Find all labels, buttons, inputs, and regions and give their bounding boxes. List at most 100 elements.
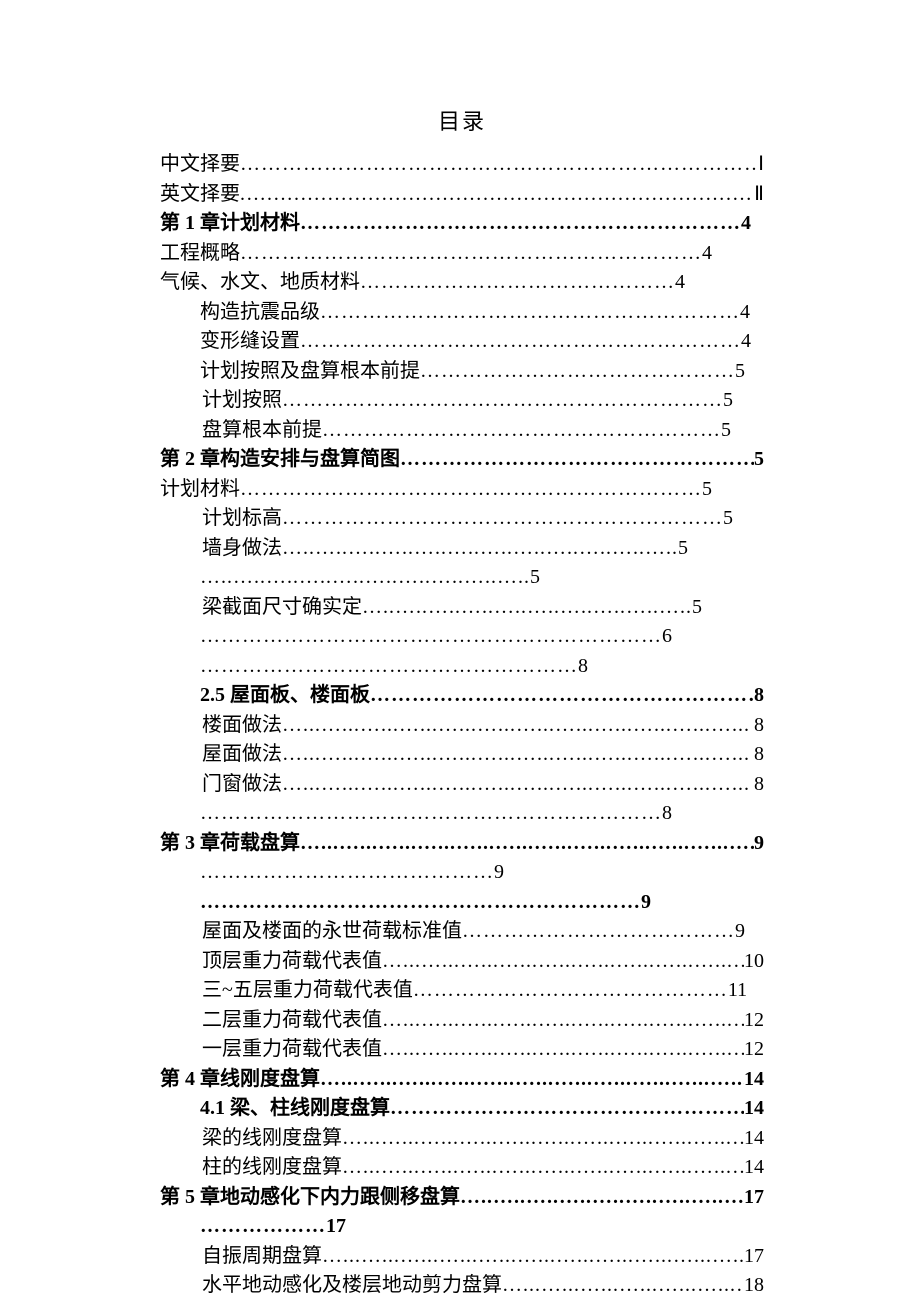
toc-entry-label: 梁的线刚度盘算: [202, 1124, 342, 1154]
toc-entry: 变形缝设置………………………………………………………4: [160, 327, 764, 357]
toc-entry-label: 英文择要: [160, 180, 240, 210]
toc-entry-label: 气候、水文、地质材料: [160, 268, 360, 298]
toc-entry: ……………………………………9: [160, 858, 764, 888]
toc-entry-label: 第 4 章线刚度盘算: [160, 1065, 320, 1095]
toc-entry-label: 屋面及楼面的永世荷载标准值: [202, 917, 462, 947]
toc-entry-page: 17: [744, 1242, 764, 1272]
toc-entry-label: 计划按照: [202, 386, 282, 416]
toc-entry: 构造抗震品级……………………………………………………4: [160, 298, 764, 328]
toc-entry-leader: ………………………………………………………: [300, 209, 741, 239]
toc-entry-leader: …...…...…...…...…...…...…...…...…...…...: [382, 1035, 744, 1065]
toc-list: 中文择要……………………………………………………………………Ⅰ英文择要.….….…: [160, 150, 764, 1301]
toc-entry-leader: ………………………………………………………: [300, 327, 741, 357]
toc-entry-leader: …...…...…...…...…...…...…...…...…...…...…: [342, 1124, 744, 1154]
toc-entry: 第 4 章线刚度盘算…...…...…...…...…...…...…...….…: [160, 1065, 764, 1095]
toc-entry: 屋面及楼面的永世荷载标准值…………………………………9: [160, 917, 764, 947]
toc-entry-label: 变形缝设置: [200, 327, 300, 357]
toc-entry: …………………………………………………………8: [160, 799, 764, 829]
toc-entry-label: 中文择要: [160, 150, 240, 180]
toc-entry-leader: …..…..…..…..…..…..…..…..…..: [460, 1183, 744, 1213]
toc-entry-page: 9: [735, 917, 745, 947]
toc-entry-leader: …………………………………………………: [390, 1094, 744, 1124]
toc-entry: 计划标高………………………………………………………5: [160, 504, 764, 534]
toc-entry-label: 计划按照及盘算根本前提: [200, 357, 420, 387]
toc-entry: 自振周期盘算…...…...…...…...…...…...…...…...….…: [160, 1242, 764, 1272]
toc-entry-page: 5: [735, 357, 745, 387]
toc-entry-leader: ………………………………………: [360, 268, 675, 298]
toc-entry-page: 14: [744, 1153, 764, 1183]
toc-entry: 盘算根本前提…………………………………………………5: [160, 416, 764, 446]
toc-entry-page: 4: [741, 327, 751, 357]
toc-entry: 计划按照及盘算根本前提………………………………………5: [160, 357, 764, 387]
toc-entry-label: 梁截面尺寸确实定: [202, 593, 362, 623]
toc-entry-label: 楼面做法: [202, 711, 282, 741]
toc-entry-page: 17: [326, 1212, 346, 1242]
toc-entry: 工程概略…………………………………………………………4: [160, 239, 764, 269]
toc-entry-leader: ………………………………………………………: [282, 504, 723, 534]
toc-entry: ………………………………………………………9: [160, 888, 764, 918]
toc-entry-leader: …...…...…...…...…...…...…...…...…...…...…: [322, 1242, 744, 1272]
toc-entry-page: 14: [744, 1065, 764, 1095]
toc-entry-leader: ………………………………………………………: [200, 888, 641, 918]
toc-entry-leader: ……………………………………………………: [320, 298, 740, 328]
toc-entry-leader: ………………………………………: [420, 357, 735, 387]
toc-entry-page: 9: [494, 858, 504, 888]
toc-entry-page: 11: [728, 976, 747, 1006]
toc-entry-page: 5: [678, 534, 688, 564]
toc-entry-leader: ……………………………………………………………………: [240, 150, 758, 180]
toc-entry-page: 9: [641, 888, 651, 918]
toc-entry-label: 一层重力荷载代表值: [202, 1035, 382, 1065]
toc-entry: 三~五层重力荷载代表值………………………………………11: [160, 976, 764, 1006]
toc-entry: 水平地动感化及楼层地动剪力盘算…...…...…...…...…...…...……: [160, 1271, 764, 1301]
toc-entry-leader: …...…...…...…...…...…...…...…...…...…...: [382, 947, 744, 977]
toc-entry: 顶层重力荷载代表值…...…...…...…...…...…...…...…..…: [160, 947, 764, 977]
toc-entry-label: 盘算根本前提: [202, 416, 322, 446]
toc-entry-page: 14: [744, 1124, 764, 1154]
toc-entry-page: 5: [702, 475, 712, 505]
toc-entry-leader: ………………: [200, 1212, 326, 1242]
toc-entry-page: 12: [744, 1035, 764, 1065]
toc-entry-label: 二层重力荷载代表值: [202, 1006, 382, 1036]
toc-entry-label: 屋面做法: [202, 740, 282, 770]
toc-entry: …..…..…..…..…..…..…..…..…..…..5: [160, 563, 764, 593]
toc-entry-label: 第 2 章构造安排与盘算简图: [160, 445, 400, 475]
toc-entry: 墙身做法…..…..…..…..…..…..…..…..…..…..…..…..…: [160, 534, 764, 564]
toc-entry-leader: ………………………………………………: [200, 652, 578, 682]
toc-entry-page: 17: [744, 1183, 764, 1213]
toc-entry: …………………………………………………………6: [160, 622, 764, 652]
toc-entry-leader: …...…...…...…...…...…...…...…...…...…...…: [282, 740, 754, 770]
toc-entry-leader: …..…..…..…..…..…..…..…..…..…..: [200, 563, 530, 593]
toc-entry-label: 2.5 屋面板、楼面板: [200, 681, 370, 711]
toc-entry-label: 三~五层重力荷载代表值: [202, 976, 413, 1006]
toc-entry-leader: ………………………………………………………: [282, 386, 723, 416]
toc-entry-page: 4: [740, 298, 750, 328]
toc-entry-page: Ⅱ: [754, 180, 764, 210]
toc-entry-page: 4: [675, 268, 685, 298]
toc-entry-label: 水平地动感化及楼层地动剪力盘算: [202, 1271, 502, 1301]
toc-entry: 楼面做法…...…...…...…...…...…...…...…...…...…: [160, 711, 764, 741]
toc-entry-label: 第 3 章荷载盘算: [160, 829, 300, 859]
toc-entry: 梁截面尺寸确实定…..…..…..…..…..…..…..…..…..…..5: [160, 593, 764, 623]
toc-entry-label: 计划材料: [160, 475, 240, 505]
toc-entry: 4.1 梁、柱线刚度盘算…………………………………………………14: [160, 1094, 764, 1124]
toc-entry-page: 6: [662, 622, 672, 652]
toc-entry: 二层重力荷载代表值…...…...…...…...…...…...…...…..…: [160, 1006, 764, 1036]
toc-entry: 屋面做法…...…...…...…...…...…...…...…...…...…: [160, 740, 764, 770]
toc-title: 目录: [160, 104, 764, 136]
toc-entry-page: 8: [754, 770, 764, 800]
document-page: 目录 中文择要……………………………………………………………………Ⅰ英文择要.……: [0, 0, 920, 1301]
toc-entry-page: 5: [723, 504, 733, 534]
toc-entry-page: 5: [721, 416, 731, 446]
toc-entry-label: 门窗做法: [202, 770, 282, 800]
toc-entry-label: 计划标高: [202, 504, 282, 534]
toc-entry-leader: …...…...…...…...…...…...…...…...…...…...…: [282, 711, 754, 741]
toc-entry-label: 自振周期盘算: [202, 1242, 322, 1272]
toc-entry: 门窗做法…...…...…...…...…...…...…...…...…...…: [160, 770, 764, 800]
toc-entry: 第 5 章地动感化下内力跟侧移盘算…..…..…..…..…..…..…..….…: [160, 1183, 764, 1213]
toc-entry-leader: …………………………………………………………: [200, 799, 662, 829]
toc-entry-page: 5: [692, 593, 702, 623]
toc-entry-page: 18: [744, 1271, 764, 1301]
toc-entry-page: Ⅰ: [758, 150, 764, 180]
toc-entry: 气候、水文、地质材料………………………………………4: [160, 268, 764, 298]
toc-entry-page: 8: [754, 681, 764, 711]
